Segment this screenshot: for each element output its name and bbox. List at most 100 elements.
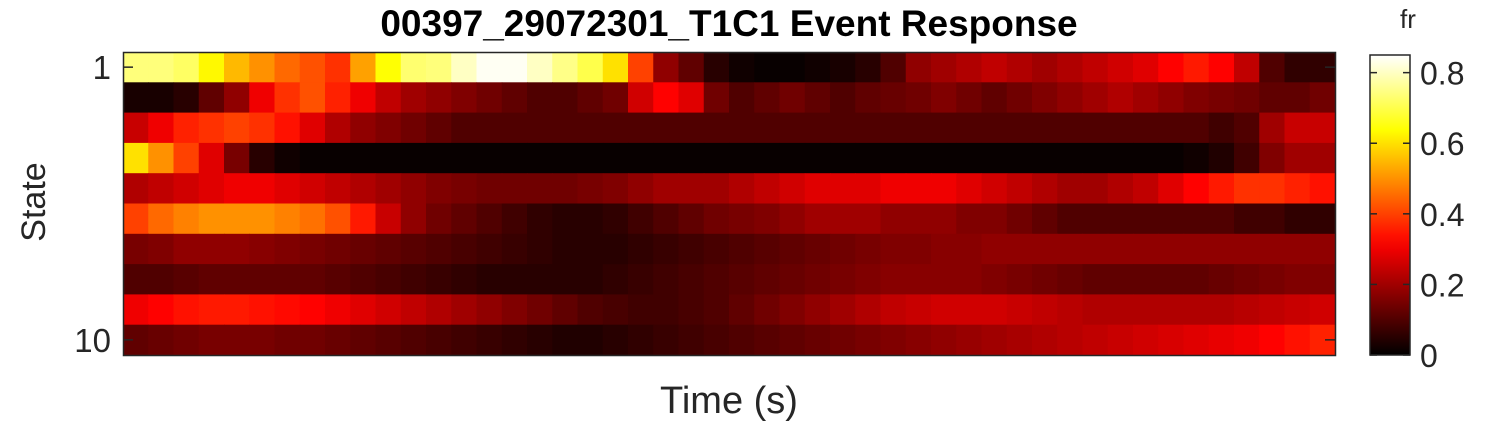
heatmap-cell	[1133, 142, 1159, 174]
heatmap-cell	[1032, 233, 1058, 265]
heatmap-cell	[1032, 264, 1058, 295]
heatmap-cell	[931, 264, 957, 295]
heatmap-cell	[830, 264, 856, 295]
heatmap-cell	[880, 52, 907, 83]
heatmap-cell	[451, 264, 478, 295]
heatmap-cell	[779, 52, 806, 83]
heatmap-cell	[653, 233, 680, 265]
heatmap-cell	[198, 142, 225, 174]
heatmap-cell	[880, 173, 907, 205]
heatmap-cell	[552, 264, 579, 295]
heatmap-cell	[931, 112, 957, 144]
heatmap-cell	[1057, 142, 1084, 174]
colorbar-tick-label: 0.2	[1420, 267, 1464, 303]
heatmap-cell	[602, 264, 629, 295]
heatmap-cell	[754, 52, 781, 83]
heatmap-cell	[804, 173, 831, 205]
heatmap-cell	[249, 324, 276, 356]
heatmap-cell	[1057, 82, 1084, 114]
heatmap-cell	[931, 52, 957, 83]
heatmap-cell	[602, 294, 629, 326]
heatmap-cell	[779, 112, 806, 144]
heatmap-cell	[855, 294, 882, 326]
heatmap-cell	[552, 52, 579, 83]
heatmap-cell	[1284, 233, 1311, 265]
heatmap-cell	[628, 203, 654, 235]
heatmap-cell	[804, 294, 831, 326]
heatmap-cell	[678, 264, 705, 295]
heatmap-cell	[602, 324, 629, 356]
heatmap-cell	[1234, 203, 1260, 235]
heatmap-cell	[1158, 324, 1185, 356]
heatmap-cell	[1158, 142, 1185, 174]
heatmap-cell	[905, 294, 932, 326]
heatmap-cell	[123, 294, 149, 326]
heatmap-cell	[224, 173, 250, 205]
heatmap-cell	[1183, 233, 1210, 265]
heatmap-cell	[375, 264, 402, 295]
heatmap-cell	[400, 294, 427, 326]
heatmap-cell	[653, 203, 680, 235]
colorbar-tick-label: 0	[1420, 338, 1438, 374]
heatmap-cell	[628, 82, 654, 114]
heatmap-cell	[173, 142, 200, 174]
heatmap-cell	[1133, 324, 1159, 356]
heatmap-cell	[1158, 294, 1185, 326]
heatmap-cell	[1006, 324, 1033, 356]
heatmap-cell	[1158, 52, 1185, 83]
heatmap-cell	[703, 52, 730, 83]
heatmap-cell	[1006, 173, 1033, 205]
heatmap-cell	[400, 142, 427, 174]
heatmap-cell	[779, 294, 806, 326]
heatmap-cell	[1107, 324, 1134, 356]
heatmap-cell	[375, 142, 402, 174]
heatmap-cell	[1208, 173, 1235, 205]
heatmap-cell	[1158, 233, 1185, 265]
heatmap-cell	[754, 142, 781, 174]
heatmap-cell	[501, 52, 528, 83]
x-axis-label: Time (s)	[660, 380, 798, 422]
heatmap-cell	[1107, 264, 1134, 295]
heatmap-cell	[577, 82, 604, 114]
heatmap-cell	[375, 233, 402, 265]
heatmap-cell	[1158, 82, 1185, 114]
heatmap-cell	[729, 52, 755, 83]
heatmap-cell	[1183, 52, 1210, 83]
heatmap-cell	[1057, 264, 1084, 295]
heatmap-cell	[602, 142, 629, 174]
heatmap-cell	[527, 112, 553, 144]
heatmap-cell	[1107, 52, 1134, 83]
heatmap-cell	[476, 173, 503, 205]
heatmap-cell	[729, 142, 755, 174]
heatmap-cell	[451, 324, 478, 356]
plot-frame	[122, 51, 1337, 357]
heatmap-cell	[1133, 233, 1159, 265]
heatmap-cell	[729, 233, 755, 265]
heatmap-cell	[855, 82, 882, 114]
heatmap-cell	[350, 82, 377, 114]
heatmap-cell	[375, 294, 402, 326]
y-tick-label: 10	[74, 322, 111, 359]
heatmap-cell	[703, 82, 730, 114]
heatmap-cell	[931, 142, 957, 174]
heatmap-cell	[1082, 294, 1109, 326]
heatmap-cell	[1032, 203, 1058, 235]
heatmap-cell	[1284, 52, 1311, 83]
heatmap-cell	[350, 52, 377, 83]
heatmap-cell	[249, 264, 276, 295]
heatmap-cell	[1208, 112, 1235, 144]
heatmap-cell	[527, 173, 553, 205]
y-ticks: 1 10	[74, 49, 1335, 359]
heatmap-cell	[703, 264, 730, 295]
heatmap-cell	[198, 324, 225, 356]
heatmap-cell	[1284, 112, 1311, 144]
heatmap-cell	[754, 112, 781, 144]
heatmap-cell	[1107, 233, 1134, 265]
heatmap-cell	[274, 52, 301, 83]
heatmap-cell	[299, 324, 326, 356]
heatmap-cell	[1006, 233, 1033, 265]
heatmap-cell	[628, 233, 654, 265]
heatmap-cell	[729, 82, 755, 114]
heatmap-cell	[325, 294, 351, 326]
